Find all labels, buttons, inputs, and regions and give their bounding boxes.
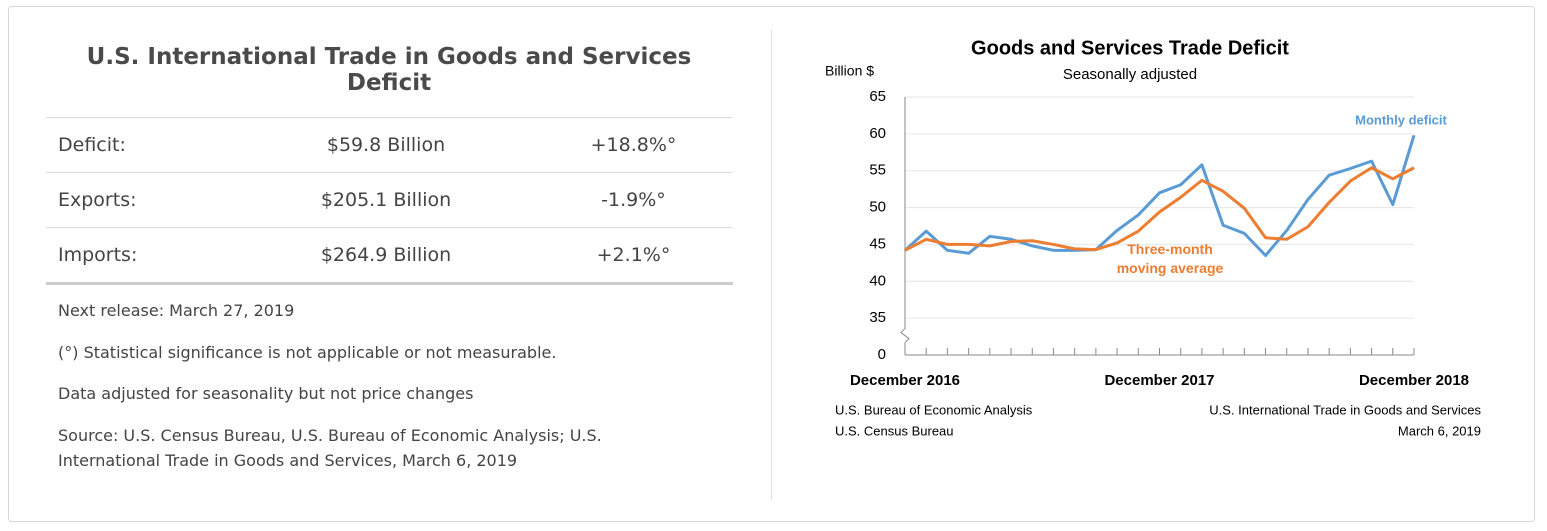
y-tick-label: 0	[878, 346, 886, 363]
y-tick-label: 50	[869, 199, 886, 216]
footnote: U.S. Census Bureau	[835, 423, 954, 438]
note: Next release: March 27, 2019	[58, 301, 295, 320]
panel-title: U.S. International Trade in Goods and Se…	[86, 44, 692, 96]
y-tick-label: 55	[869, 162, 886, 179]
cell: -1.9%°	[601, 189, 666, 211]
cell: Deficit:	[58, 134, 126, 156]
cell: $264.9 Billion	[320, 244, 452, 266]
note: (°) Statistical significance is not appl…	[58, 343, 557, 362]
y-axis-label: Billion $	[825, 63, 874, 79]
footnote: U.S. Bureau of Economic Analysis	[835, 402, 1033, 417]
chart-title: Goods and Services Trade Deficit	[971, 37, 1289, 59]
x-tick-label: December 2016	[850, 372, 960, 389]
note: Source: U.S. Census Bureau, U.S. Bureau …	[58, 426, 602, 470]
series-label: Three-month moving average	[1116, 241, 1224, 276]
footnote: March 6, 2019	[1398, 423, 1481, 438]
cell: $205.1 Billion	[320, 189, 452, 211]
cell: +18.8%°	[590, 134, 677, 156]
x-tick-label: December 2018	[1359, 372, 1469, 389]
y-tick-label: 60	[869, 125, 886, 142]
y-tick-label: 45	[869, 235, 886, 252]
cell: +2.1%°	[596, 244, 671, 266]
summary-table: Deficit: $59.8 Billion +18.8%° Exports: …	[46, 117, 733, 285]
series-line	[904, 166, 1415, 252]
note: Data adjusted for seasonality but not pr…	[58, 384, 474, 403]
axis-break	[900, 328, 910, 343]
chart-subtitle: Seasonally adjusted	[1063, 66, 1197, 83]
table-row: Imports: $264.9 Billion +2.1%°	[46, 228, 733, 285]
table-row: Deficit: $59.8 Billion +18.8%°	[46, 118, 733, 173]
x-tick-label: December 2017	[1104, 372, 1214, 389]
cell: $59.8 Billion	[326, 134, 446, 156]
series-label: Monthly deficit	[1355, 112, 1447, 127]
cell: Exports:	[58, 189, 137, 211]
y-tick-label: 35	[869, 309, 886, 326]
y-tick-label: 65	[869, 88, 886, 105]
card	[8, 6, 1535, 522]
y-tick-label: 40	[869, 272, 886, 289]
cell: Imports:	[58, 244, 138, 266]
table-row: Exports: $205.1 Billion -1.9%°	[46, 173, 733, 228]
series-line	[903, 134, 1416, 257]
footnote: U.S. International Trade in Goods and Se…	[1209, 402, 1481, 417]
divider	[771, 30, 772, 500]
